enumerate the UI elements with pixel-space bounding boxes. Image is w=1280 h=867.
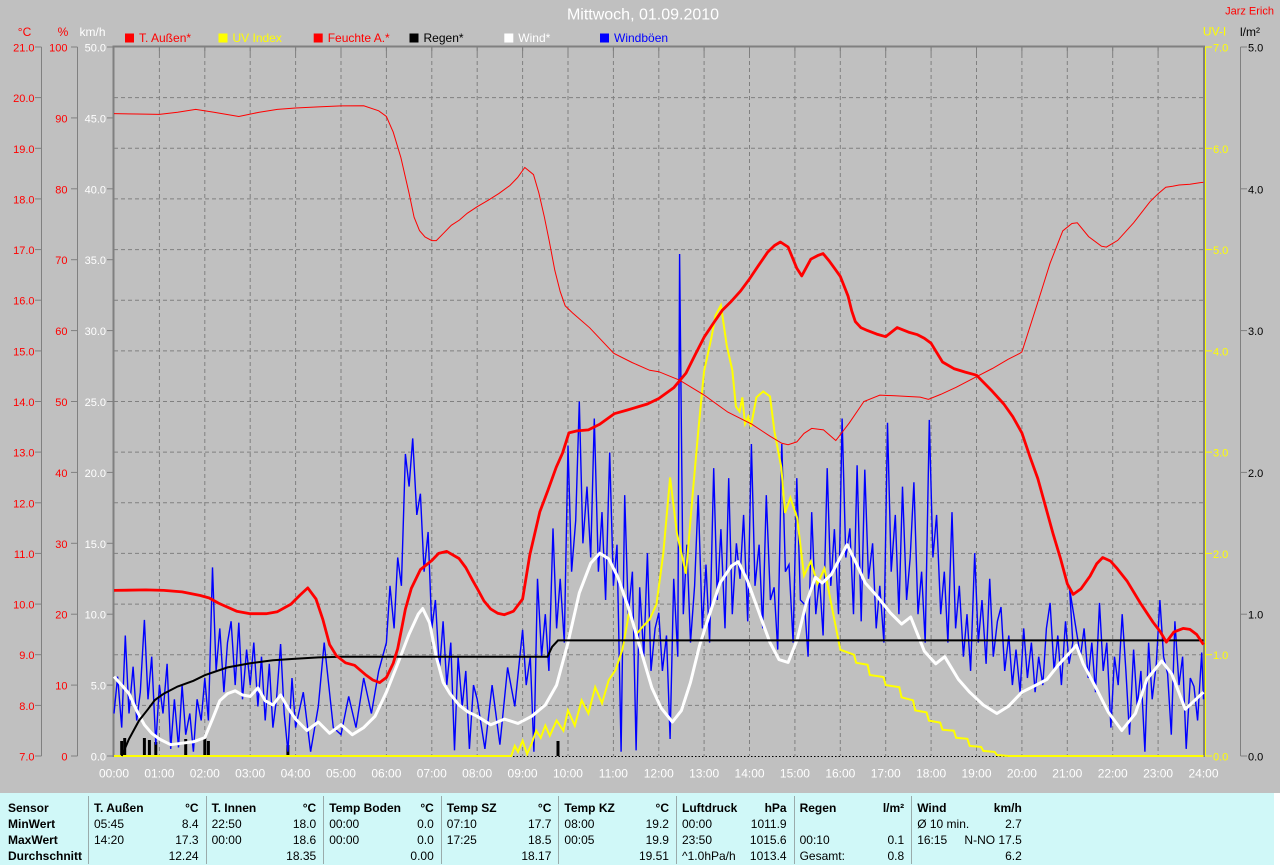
svg-text:12.0: 12.0 [13,498,34,510]
svg-text:60: 60 [55,326,67,338]
svg-text:Wind*: Wind* [518,31,550,45]
svg-text:3.0: 3.0 [1248,326,1263,338]
svg-text:25.0: 25.0 [85,397,106,409]
svg-text:17.0: 17.0 [13,245,34,257]
svg-text:2.0: 2.0 [1213,549,1228,561]
svg-text:14.0: 14.0 [13,397,34,409]
svg-text:19.0: 19.0 [13,144,34,156]
svg-text:UV Index: UV Index [233,31,282,45]
svg-text:22:00: 22:00 [1098,767,1128,781]
svg-text:10: 10 [55,681,67,693]
svg-text:14:00: 14:00 [735,767,765,781]
svg-text:13:00: 13:00 [689,767,719,781]
svg-text:Windböen: Windböen [614,31,668,45]
svg-text:0.0: 0.0 [1213,752,1228,764]
svg-text:12:00: 12:00 [644,767,674,781]
svg-text:90: 90 [55,113,67,125]
svg-text:80: 80 [55,184,67,196]
svg-text:8.0: 8.0 [19,701,34,713]
svg-text:40.0: 40.0 [85,184,106,196]
svg-text:100: 100 [49,43,67,55]
svg-text:13.0: 13.0 [13,448,34,460]
svg-text:18:00: 18:00 [916,767,946,781]
svg-text:24:00: 24:00 [1188,767,1218,781]
svg-text:%: % [58,25,69,39]
svg-text:09:00: 09:00 [508,767,538,781]
svg-text:2.0: 2.0 [1248,468,1263,480]
svg-text:7.0: 7.0 [1213,43,1228,55]
svg-text:0.0: 0.0 [91,752,106,764]
svg-text:16:00: 16:00 [825,767,855,781]
svg-text:06:00: 06:00 [371,767,401,781]
svg-text:4.0: 4.0 [1213,346,1228,358]
svg-text:°C: °C [18,25,32,39]
svg-text:70: 70 [55,255,67,267]
svg-text:16.0: 16.0 [13,296,34,308]
svg-text:1.0: 1.0 [1248,610,1263,622]
svg-text:1.0: 1.0 [1213,650,1228,662]
svg-text:15.0: 15.0 [13,346,34,358]
svg-text:50.0: 50.0 [85,43,106,55]
svg-text:10.0: 10.0 [13,600,34,612]
svg-text:Mittwoch, 01.09.2010: Mittwoch, 01.09.2010 [567,7,719,24]
svg-text:07:00: 07:00 [417,767,447,781]
svg-text:5.0: 5.0 [91,681,106,693]
svg-text:20.0: 20.0 [13,93,34,105]
svg-text:0.0: 0.0 [1248,752,1263,764]
svg-text:03:00: 03:00 [235,767,265,781]
svg-text:9.0: 9.0 [19,650,34,662]
svg-text:Regen*: Regen* [424,31,464,45]
svg-text:02:00: 02:00 [190,767,220,781]
svg-text:40: 40 [55,468,67,480]
svg-text:08:00: 08:00 [462,767,492,781]
svg-text:05:00: 05:00 [326,767,356,781]
svg-text:15:00: 15:00 [780,767,810,781]
svg-text:23:00: 23:00 [1143,767,1173,781]
svg-text:19:00: 19:00 [962,767,992,781]
svg-text:20:00: 20:00 [1007,767,1037,781]
svg-text:11.0: 11.0 [14,549,35,561]
svg-text:45.0: 45.0 [85,113,106,125]
svg-text:l/m²: l/m² [1240,25,1260,39]
svg-text:18.0: 18.0 [13,194,34,206]
svg-text:17:00: 17:00 [871,767,901,781]
svg-text:5.0: 5.0 [1248,43,1263,55]
svg-text:5.0: 5.0 [1213,245,1228,257]
svg-text:4.0: 4.0 [1248,184,1263,196]
svg-text:7.0: 7.0 [19,752,34,764]
svg-text:Feuchte A.*: Feuchte A.* [328,31,390,45]
svg-text:01:00: 01:00 [144,767,174,781]
svg-text:04:00: 04:00 [281,767,311,781]
svg-text:11:00: 11:00 [599,767,628,781]
svg-text:15.0: 15.0 [85,539,106,551]
svg-text:km/h: km/h [79,25,105,39]
svg-text:21.0: 21.0 [13,43,34,55]
svg-text:30: 30 [55,539,67,551]
svg-text:30.0: 30.0 [85,326,106,338]
svg-text:21:00: 21:00 [1052,767,1082,781]
svg-text:3.0: 3.0 [1213,448,1228,460]
svg-text:20.0: 20.0 [85,468,106,480]
svg-text:T. Außen*: T. Außen* [139,31,191,45]
svg-text:10:00: 10:00 [553,767,583,781]
svg-text:20: 20 [55,610,67,622]
svg-text:35.0: 35.0 [85,255,106,267]
svg-text:6.0: 6.0 [1213,144,1228,156]
svg-text:50: 50 [55,397,67,409]
svg-text:0: 0 [61,752,67,764]
svg-text:10.0: 10.0 [85,610,106,622]
svg-text:UV-I: UV-I [1203,25,1226,39]
svg-text:Jarz Erich: Jarz Erich [1225,6,1274,18]
svg-text:00:00: 00:00 [99,767,129,781]
